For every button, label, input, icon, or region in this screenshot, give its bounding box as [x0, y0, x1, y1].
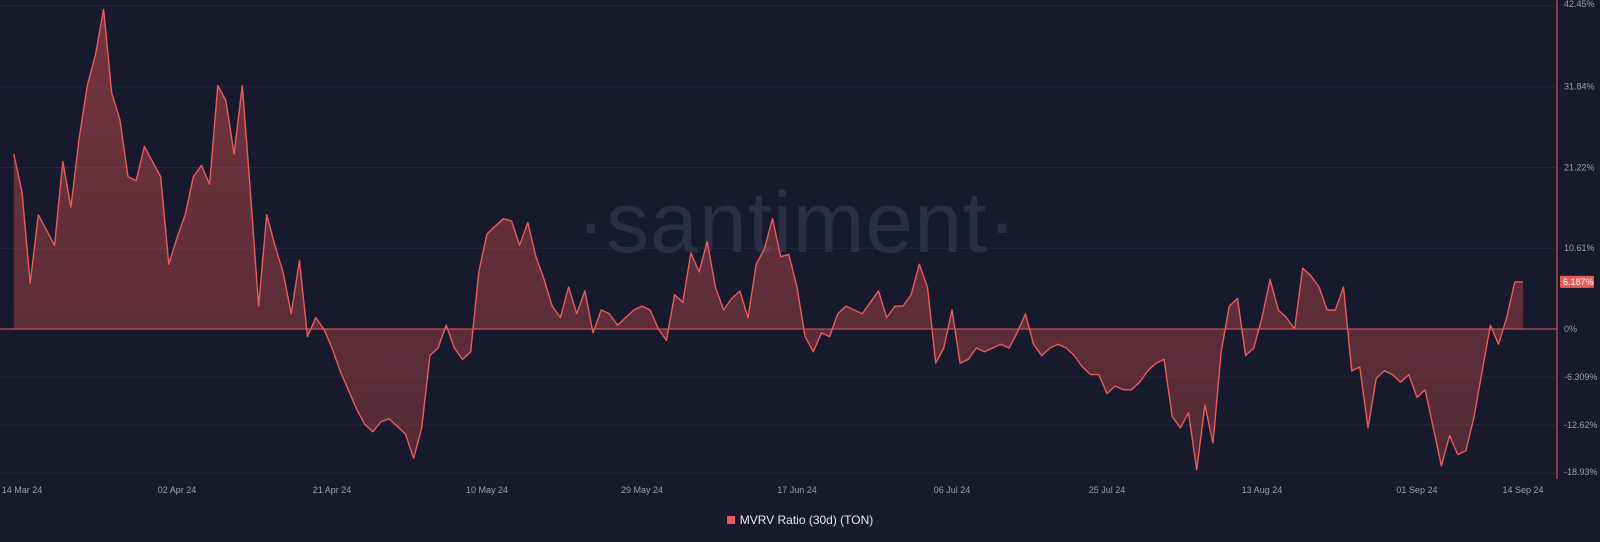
series-area	[13, 9, 1523, 470]
y-tick-label: 42.45%	[1564, 0, 1595, 9]
x-tick-label: 10 May 24	[466, 485, 508, 495]
legend-label: MVRV Ratio (30d) (TON)	[739, 513, 874, 527]
y-tick-label: -12.62%	[1564, 420, 1598, 430]
y-tick-label: 31.84%	[1564, 82, 1595, 92]
series-line	[13, 8, 1523, 471]
x-tick-label: 02 Apr 24	[158, 485, 197, 495]
legend-swatch	[726, 516, 735, 524]
x-tick-label: 14 Mar 24	[2, 485, 43, 495]
current-value-badge	[1560, 275, 1594, 288]
x-tick-label: 06 Jul 24	[934, 485, 971, 495]
watermark: ·santiment·	[576, 175, 1017, 271]
y-tick-label: 10.61%	[1564, 243, 1595, 253]
y-tick-label: -18.93%	[1564, 467, 1598, 477]
current-value-label: 6.187%	[1563, 277, 1594, 287]
x-tick-label: 29 May 24	[621, 485, 663, 495]
x-tick-label: 17 Jun 24	[777, 485, 817, 495]
x-tick-label: 13 Aug 24	[1242, 485, 1283, 495]
x-tick-label: 14 Sep 24	[1502, 485, 1543, 495]
y-tick-label: 21.22%	[1564, 163, 1595, 173]
x-tick-label: 01 Sep 24	[1396, 485, 1437, 495]
y-tick-label: 0%	[1564, 324, 1577, 334]
x-tick-label: 25 Jul 24	[1089, 485, 1126, 495]
x-tick-label: 21 Apr 24	[313, 485, 352, 495]
y-tick-label: -6.309%	[1564, 372, 1598, 382]
legend[interactable]: MVRV Ratio (30d) (TON)	[0, 513, 1600, 527]
